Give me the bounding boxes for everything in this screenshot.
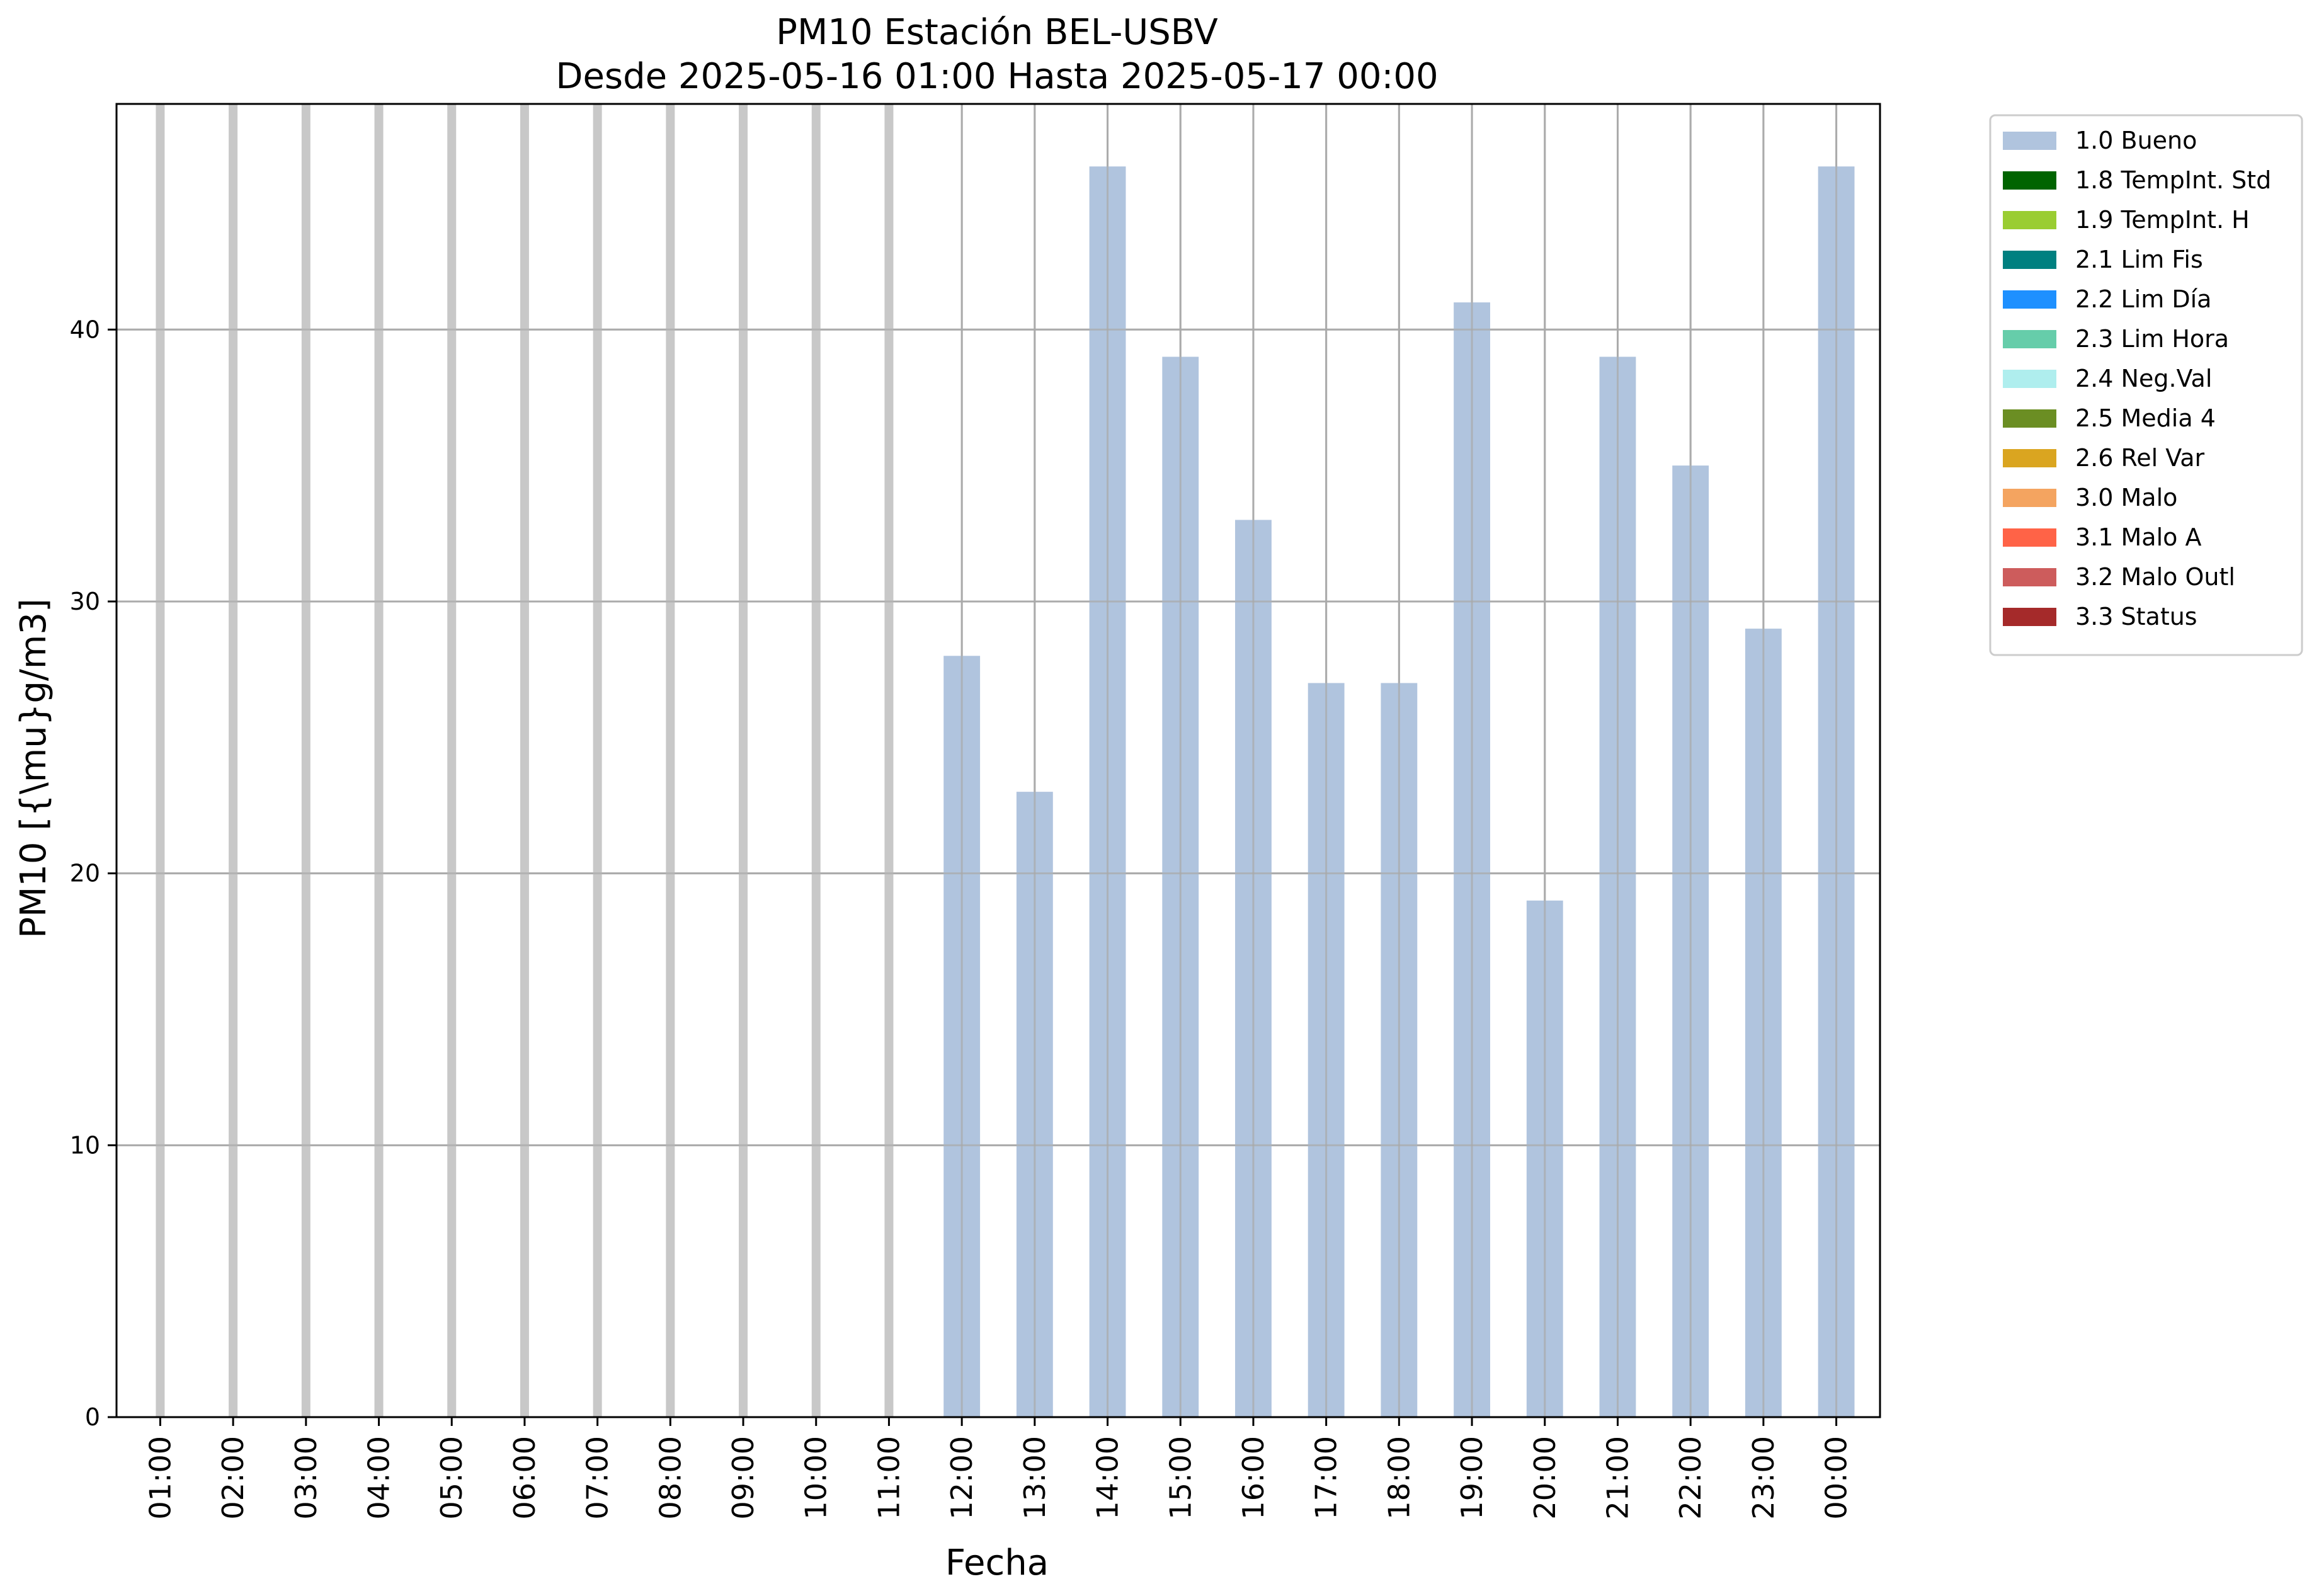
legend-label: 3.1 Malo A: [2075, 523, 2201, 551]
legend-swatch: [2003, 608, 2056, 626]
x-tick-label: 17:00: [1309, 1436, 1343, 1520]
legend-swatch: [2003, 330, 2056, 348]
x-tick-label: 15:00: [1163, 1436, 1197, 1520]
y-tick-label: 0: [85, 1403, 100, 1431]
legend-label: 3.2 Malo Outl: [2075, 563, 2235, 591]
chart-subtitle: Desde 2025-05-16 01:00 Hasta 2025-05-17 …: [556, 56, 1438, 97]
x-tick-label: 16:00: [1236, 1436, 1270, 1520]
legend-label: 1.0 Bueno: [2075, 127, 2197, 154]
x-tick-label: 02:00: [216, 1436, 250, 1520]
x-tick-label: 04:00: [362, 1436, 396, 1520]
plot-area: 0 10 20 30 40 01:00 02:00 03:00 04:00 05:00 06:00 0…: [70, 103, 1881, 1520]
legend-label: 2.5 Media 4: [2075, 404, 2216, 432]
legend-swatch: [2003, 489, 2056, 507]
x-tick-label: 21:00: [1600, 1436, 1634, 1520]
y-axis-label: PM10 [{\mu}g/m3]: [13, 598, 54, 938]
x-tick-label: 23:00: [1746, 1436, 1781, 1520]
y-tick-label: 10: [70, 1131, 100, 1159]
legend-label: 2.2 Lim Día: [2075, 285, 2211, 313]
legend-swatch: [2003, 370, 2056, 388]
legend-label: 2.4 Neg.Val: [2075, 365, 2212, 392]
legend-swatch: [2003, 132, 2056, 150]
x-tick-label: 18:00: [1382, 1436, 1416, 1520]
legend-swatch: [2003, 528, 2056, 547]
legend-label: 1.9 TempInt. H: [2075, 206, 2250, 234]
x-tick-label: 20:00: [1528, 1436, 1562, 1520]
legend-swatch: [2003, 171, 2056, 190]
x-tick-label: 07:00: [581, 1436, 615, 1520]
plot-background: [117, 104, 1880, 1417]
x-tick-label: 19:00: [1455, 1436, 1489, 1520]
legend-label: 2.1 Lim Fis: [2075, 246, 2203, 273]
x-tick-label: 13:00: [1018, 1436, 1052, 1520]
legend-swatch: [2003, 449, 2056, 467]
chart-title: PM10 Estación BEL-USBV: [776, 12, 1218, 53]
x-tick-label: 11:00: [872, 1436, 906, 1520]
x-tick-label: 05:00: [435, 1436, 469, 1520]
legend-label: 3.3 Status: [2075, 603, 2197, 630]
legend-swatch: [2003, 409, 2056, 428]
legend-label: 2.3 Lim Hora: [2075, 325, 2229, 353]
y-tick-label: 30: [70, 588, 100, 615]
x-tick-label: 08:00: [653, 1436, 687, 1520]
legend: 1.0 Bueno 1.8 TempInt. Std 1.9 TempInt. H 2…: [1989, 114, 2303, 656]
legend-swatch: [2003, 211, 2056, 229]
x-tick-label: 10:00: [799, 1436, 833, 1520]
y-tick-label: 20: [70, 860, 100, 887]
y-tick-label: 40: [70, 316, 100, 343]
x-tick-label: 01:00: [143, 1436, 177, 1520]
legend-label: 2.6 Rel Var: [2075, 444, 2205, 472]
x-tick-label: 12:00: [945, 1436, 979, 1520]
legend-swatch: [2003, 568, 2056, 586]
legend-swatch: [2003, 251, 2056, 269]
legend-swatch: [2003, 290, 2056, 309]
legend-box: [1989, 114, 2303, 656]
x-tick-label: 22:00: [1673, 1436, 1707, 1520]
plot-frame: [115, 103, 1881, 1418]
x-tick-label: 14:00: [1091, 1436, 1125, 1520]
x-tick-label: 00:00: [1820, 1436, 1854, 1520]
x-tick-label: 03:00: [289, 1436, 323, 1520]
x-tick-label: 06:00: [508, 1436, 542, 1520]
legend-label: 1.8 TempInt. Std: [2075, 166, 2271, 194]
x-tick-label: 09:00: [726, 1436, 760, 1520]
legend-label: 3.0 Malo: [2075, 484, 2177, 511]
x-axis-label: Fecha: [945, 1542, 1049, 1583]
